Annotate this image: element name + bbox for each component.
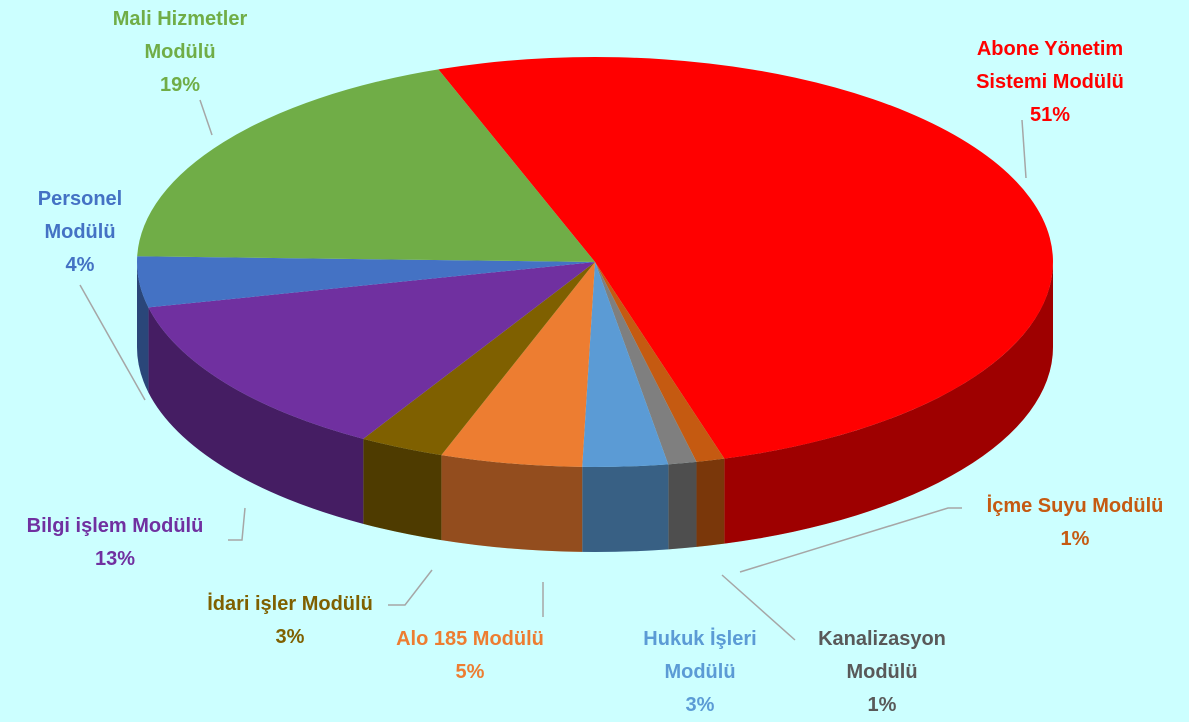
pie-sides bbox=[137, 262, 1053, 552]
data-label: Mali Hizmetler Modülü 19% bbox=[80, 3, 280, 102]
slice-side-shade bbox=[363, 438, 442, 541]
leader-line bbox=[388, 569, 433, 606]
slice bbox=[136, 256, 595, 308]
data-label: Alo 185 Modülü 5% bbox=[355, 623, 585, 689]
data-label: Bilgi işlem Modülü 13% bbox=[0, 510, 245, 576]
leader-lines bbox=[79, 99, 1027, 641]
category-label: Kanalizasyon Modülü bbox=[818, 628, 946, 683]
slice-side bbox=[724, 262, 1053, 544]
value-label: 19% bbox=[159, 74, 201, 96]
leader-line bbox=[721, 574, 796, 641]
value-label: 3% bbox=[685, 694, 715, 716]
slice-side bbox=[137, 262, 149, 393]
slice-side bbox=[582, 464, 669, 552]
page: {"chart_data": {"type": "pie", "categori… bbox=[0, 3, 1189, 716]
pie-tops bbox=[136, 57, 1053, 467]
slice-side-shade bbox=[148, 307, 364, 524]
leader-line bbox=[199, 99, 213, 136]
category-label: Alo 185 Modülü bbox=[396, 628, 544, 650]
data-label: Abone Yönetim Sistemi Modülü 51% bbox=[945, 33, 1155, 132]
category-label: İdari işler Modülü bbox=[207, 593, 373, 615]
category-label: İçme Suyu Modülü bbox=[986, 495, 1164, 517]
slice bbox=[148, 262, 595, 439]
leader-line bbox=[228, 507, 246, 541]
value-label: 3% bbox=[275, 626, 305, 648]
slice-side-shade bbox=[441, 455, 583, 552]
value-label: 1% bbox=[1060, 528, 1090, 550]
data-label: İdari işler Modülü 3% bbox=[160, 588, 420, 654]
leader-line bbox=[79, 284, 146, 401]
slice-side-shade bbox=[582, 464, 669, 552]
category-label: Personel Modülü bbox=[37, 188, 123, 243]
value-label: 5% bbox=[455, 661, 485, 683]
slice-side bbox=[363, 438, 442, 541]
slice-side bbox=[148, 307, 364, 524]
slice-side bbox=[696, 458, 725, 547]
slice-side-shade bbox=[668, 461, 697, 550]
data-label: İçme Suyu Modülü 1% bbox=[950, 490, 1189, 556]
slice-side-shade bbox=[137, 262, 149, 393]
leader-line bbox=[739, 507, 962, 573]
leader-line bbox=[1021, 119, 1027, 179]
slice bbox=[363, 262, 595, 456]
category-label: Hukuk İşleri Modülü bbox=[643, 628, 757, 683]
slice-side bbox=[441, 455, 583, 552]
data-label: Kanalizasyon Modülü 1% bbox=[807, 623, 957, 722]
data-label: Hukuk İşleri Modülü 3% bbox=[635, 623, 765, 722]
value-label: 4% bbox=[65, 254, 95, 276]
value-label: 13% bbox=[94, 548, 136, 570]
slice bbox=[137, 69, 595, 263]
slice bbox=[441, 262, 595, 467]
category-label: Mali Hizmetler Modülü bbox=[112, 8, 248, 63]
slice-side-shade bbox=[696, 458, 725, 547]
category-label: Abone Yönetim Sistemi Modülü bbox=[976, 38, 1124, 93]
slice bbox=[595, 262, 697, 465]
value-label: 51% bbox=[1029, 104, 1071, 126]
value-label: 1% bbox=[867, 694, 897, 716]
slice bbox=[582, 262, 669, 467]
slice-side-shade bbox=[724, 262, 1053, 544]
category-label: Bilgi işlem Modülü bbox=[26, 515, 204, 537]
chart bbox=[79, 57, 1053, 641]
slice-side bbox=[668, 461, 697, 550]
slice bbox=[438, 57, 1053, 459]
slice bbox=[595, 262, 725, 462]
data-label: Personel Modülü 4% bbox=[15, 183, 145, 282]
